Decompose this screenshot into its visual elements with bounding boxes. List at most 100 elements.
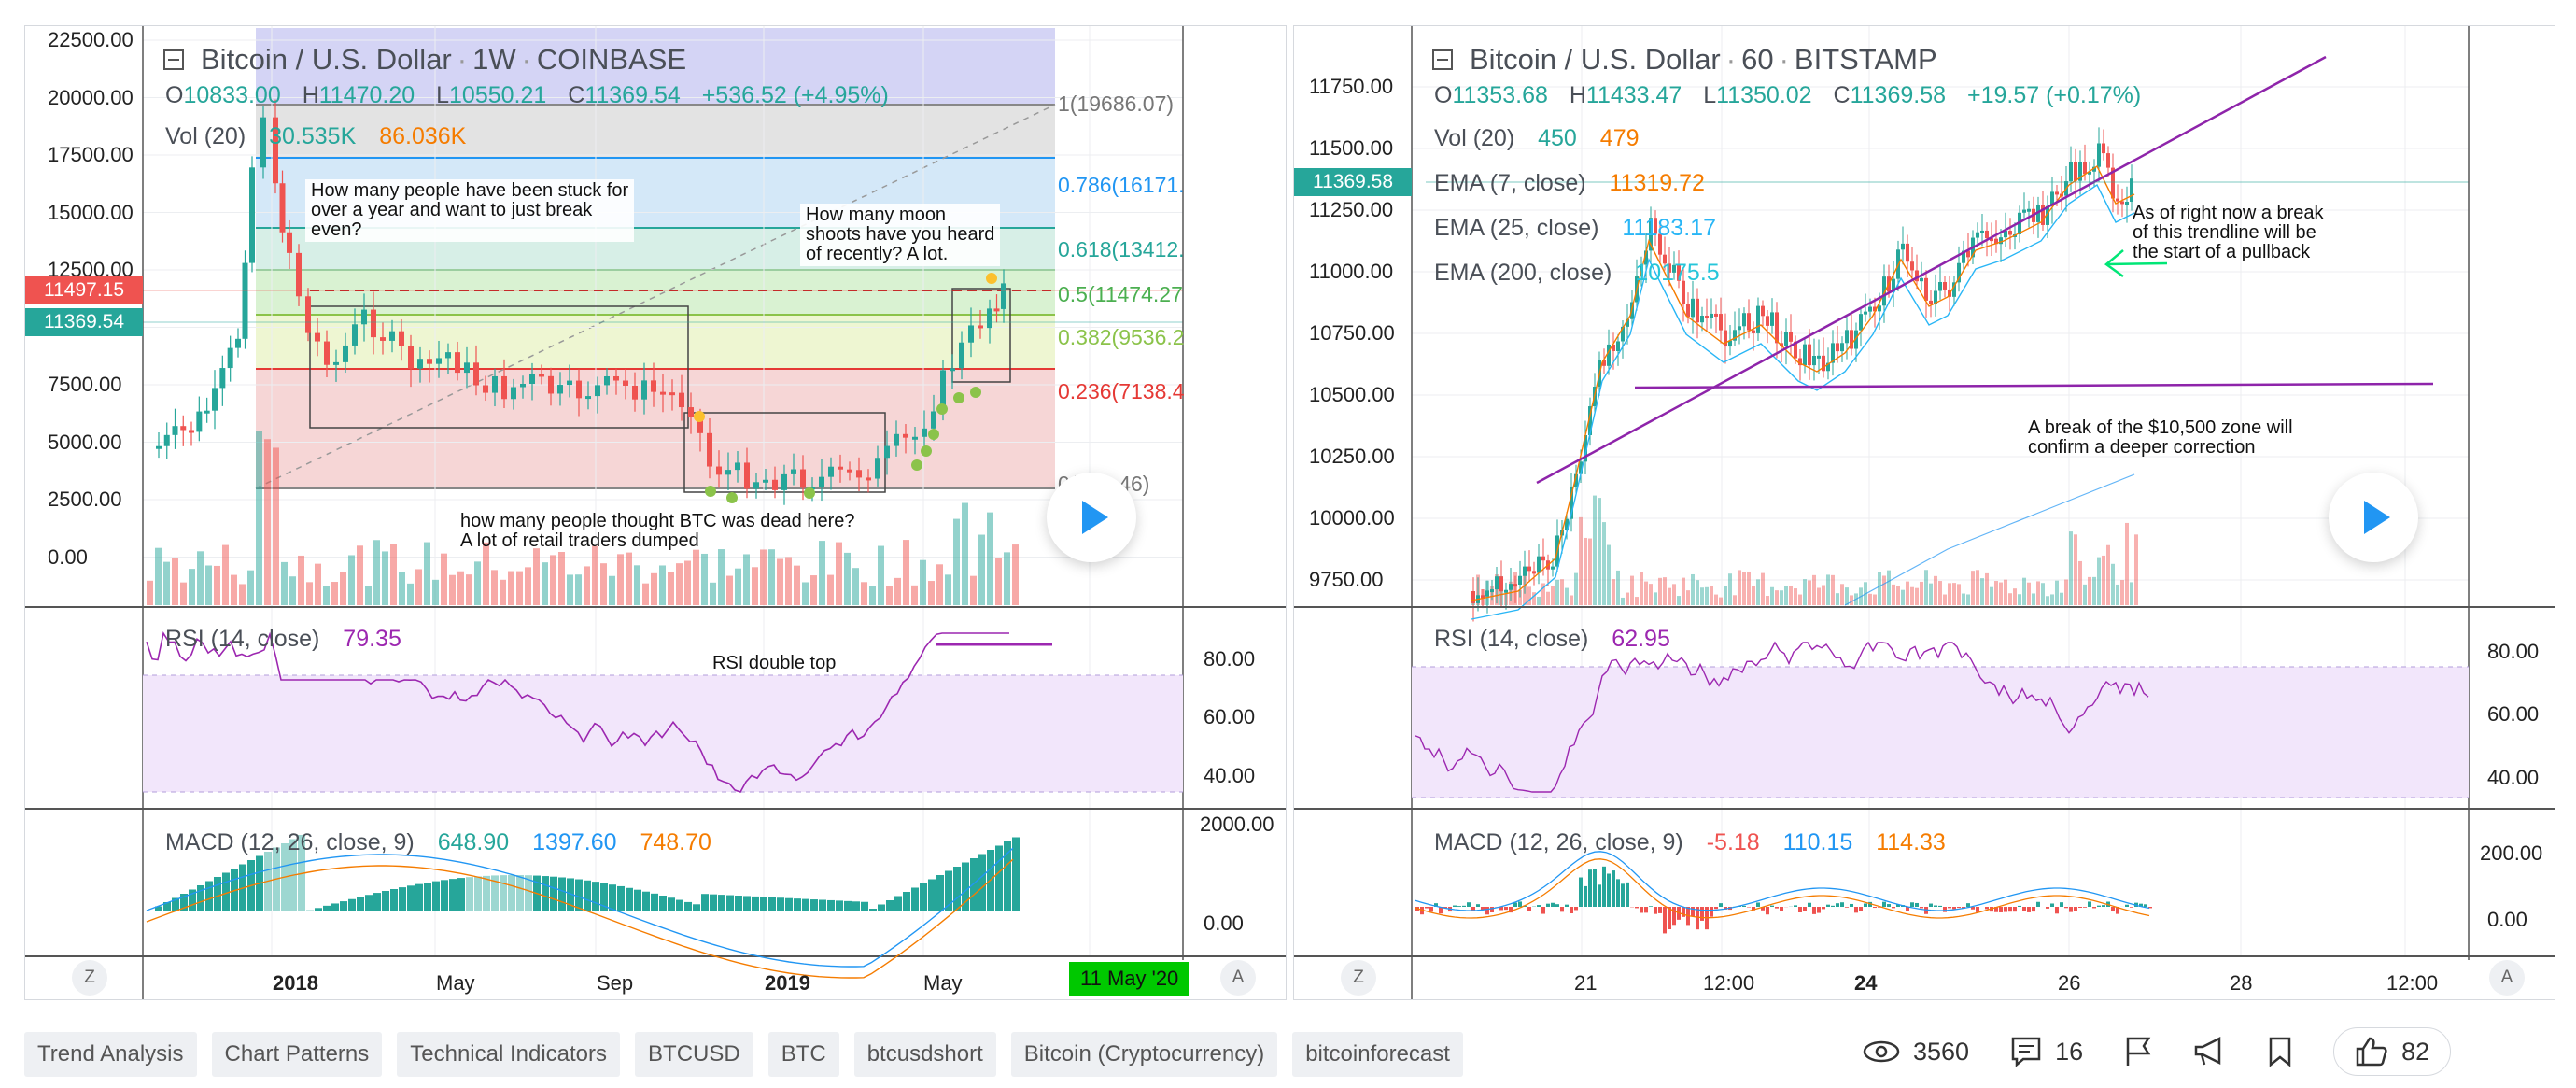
- play-icon[interactable]: [2329, 473, 2418, 562]
- volume-bar: [1682, 577, 1685, 605]
- macd-hist-bar: [1467, 902, 1471, 907]
- candle: [529, 374, 535, 385]
- volume-bar: [558, 552, 565, 605]
- auto-scale-button[interactable]: A: [1220, 960, 1256, 996]
- tag-item[interactable]: Trend Analysis: [24, 1032, 197, 1077]
- tag-list: Trend Analysis Chart Patterns Technical …: [24, 1032, 1463, 1077]
- price-tick: 10000.00: [1309, 506, 1395, 530]
- candle: [1621, 326, 1625, 342]
- like-button[interactable]: 82: [2333, 1027, 2452, 1076]
- candle: [1920, 277, 1923, 282]
- macd-hist-bar: [214, 877, 221, 911]
- candle: [922, 428, 927, 437]
- volume-bar: [1593, 495, 1597, 605]
- tag-item[interactable]: BTCUSD: [635, 1032, 753, 1077]
- flag-icon[interactable]: [2124, 1036, 2152, 1067]
- macd-hist-bar: [1910, 902, 1914, 907]
- candle: [697, 417, 703, 433]
- candle: [669, 392, 675, 396]
- volume-bar: [1831, 574, 1835, 605]
- tag-item[interactable]: Chart Patterns: [211, 1032, 383, 1077]
- price-tick: 0.00: [48, 544, 88, 569]
- auto-scale-button[interactable]: A: [2489, 960, 2525, 996]
- volume-bar: [1663, 577, 1667, 605]
- candle: [1724, 330, 1727, 347]
- volume-bar: [802, 582, 809, 605]
- macd-hist-bar: [474, 876, 482, 911]
- candle: [1644, 250, 1648, 265]
- comments-stat[interactable]: 16: [2010, 1036, 2083, 1067]
- candle: [1789, 332, 1793, 342]
- exchange: COINBASE: [536, 43, 687, 76]
- tag-item[interactable]: bitcoinforecast: [1292, 1032, 1463, 1077]
- volume-bar: [1705, 586, 1709, 605]
- megaphone-icon[interactable]: [2193, 1036, 2227, 1067]
- candle: [1752, 330, 1755, 333]
- collapse-icon[interactable]: [163, 49, 184, 70]
- volume-bar: [205, 565, 212, 605]
- fib-label-0236: 0.236(7138.4: [1058, 379, 1185, 403]
- candle: [1803, 344, 1807, 366]
- candle: [679, 392, 684, 408]
- macd-hist-bar: [1864, 903, 1867, 907]
- tag-item[interactable]: Technical Indicators: [397, 1032, 621, 1077]
- volume-bar: [920, 559, 926, 605]
- tag-item[interactable]: BTC: [767, 1032, 839, 1077]
- volume-bar: [684, 560, 691, 605]
- macd-hist-bar: [491, 875, 499, 911]
- volume-bar: [785, 557, 792, 605]
- candle: [557, 385, 563, 394]
- volume-bar: [365, 586, 372, 605]
- candle: [305, 296, 311, 333]
- price-tag-teal: 11369.54: [25, 308, 143, 336]
- marker-dot: [986, 273, 997, 284]
- volume-bar: [1742, 572, 1746, 605]
- macd-hist-bar: [508, 875, 515, 911]
- macd-hist-bar: [592, 882, 599, 911]
- rsi-line: [146, 631, 1009, 793]
- fib-zone-0382: [256, 315, 1055, 369]
- volume-bar: [348, 555, 355, 605]
- play-icon[interactable]: [1047, 473, 1136, 562]
- macd-hist-bar: [1822, 907, 1825, 910]
- candle: [333, 361, 339, 365]
- macd-hist-bar: [1649, 906, 1653, 907]
- zoom-button[interactable]: Z: [1341, 960, 1376, 996]
- macd-hist-bar: [1985, 907, 1989, 910]
- tag-item[interactable]: btcusdshort: [853, 1032, 996, 1077]
- hourly-chart-canvas[interactable]: [1294, 26, 2555, 999]
- candle: [2069, 162, 2073, 182]
- volume-bar: [483, 542, 489, 605]
- candle: [1943, 282, 1947, 290]
- volume-bar: [1640, 572, 1643, 605]
- hourly-chart-panel[interactable]: Bitcoin / U.S. Dollar · 60 · BITSTAMP O1…: [1293, 25, 2555, 1000]
- macd-hist-bar: [903, 892, 910, 911]
- macd-hist-bar: [844, 900, 852, 911]
- macd-hist-bar: [1654, 907, 1657, 914]
- macd-hist-bar: [1612, 870, 1615, 907]
- candle: [1588, 406, 1592, 435]
- macd-hist-bar: [382, 890, 389, 911]
- macd-hist-bar: [1541, 907, 1545, 914]
- candle: [632, 385, 638, 400]
- tag-item[interactable]: Bitcoin (Cryptocurrency): [1010, 1032, 1278, 1077]
- macd-hist-bar: [642, 891, 650, 911]
- volume-bar: [1588, 538, 1592, 605]
- marker-dot: [705, 486, 716, 497]
- bookmark-icon[interactable]: [2268, 1036, 2292, 1067]
- macd-hist-bar: [323, 905, 331, 911]
- volume-bar: [2125, 522, 2129, 605]
- volume-bar: [1012, 544, 1019, 605]
- candle: [1001, 283, 1006, 309]
- macd-hist-bar: [1976, 907, 1979, 912]
- volume-bar: [1784, 586, 1788, 605]
- volume-bar: [1836, 593, 1839, 605]
- candle: [1906, 243, 1909, 262]
- collapse-icon[interactable]: [1432, 49, 1453, 70]
- zoom-button[interactable]: Z: [72, 960, 107, 996]
- macd-hist-bar: [2088, 901, 2091, 907]
- volume-bar: [1658, 577, 1662, 605]
- weekly-chart-panel[interactable]: Bitcoin / U.S. Dollar · 1W · COINBASE O1…: [24, 25, 1287, 1000]
- macd-hist-bar: [197, 885, 204, 911]
- volume-bar: [1756, 579, 1760, 605]
